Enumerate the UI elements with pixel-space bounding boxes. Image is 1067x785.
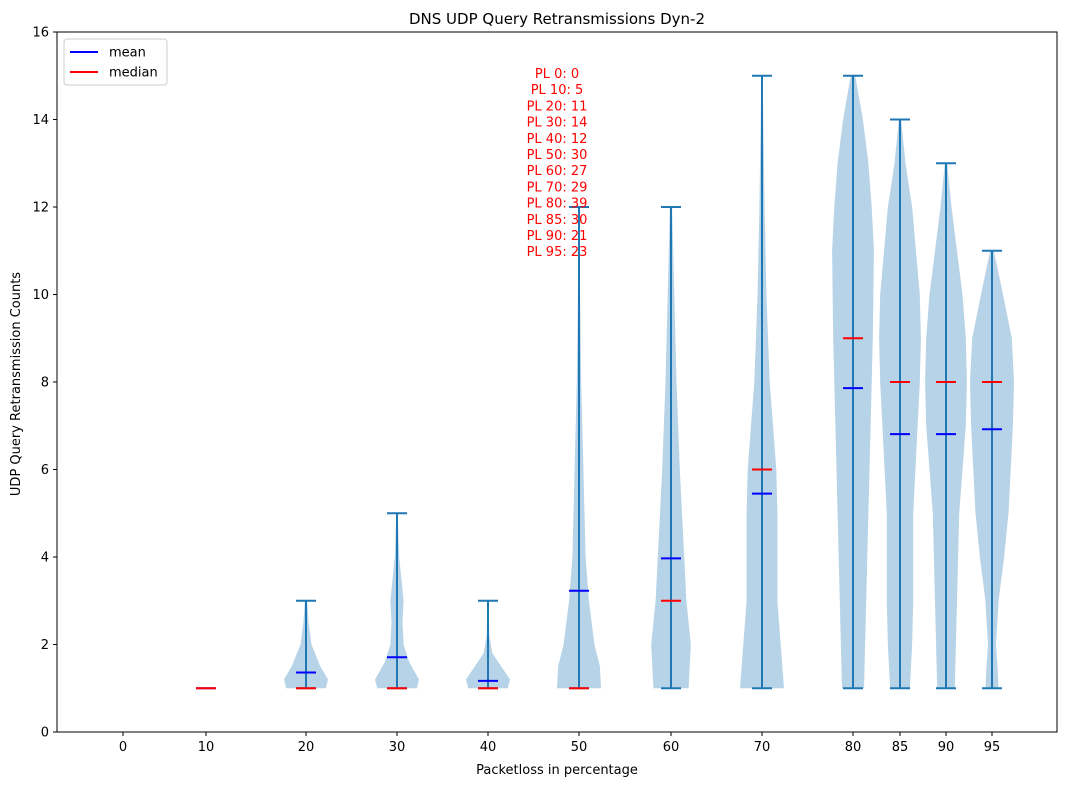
annotation-line: PL 95: 23 [527, 245, 588, 260]
y-tick-label: 6 [41, 463, 49, 478]
violin-80 [832, 74, 874, 690]
chart-title: DNS UDP Query Retransmissions Dyn-2 [409, 10, 705, 28]
violin-50 [557, 206, 601, 690]
annotation-line: PL 50: 30 [527, 148, 588, 163]
x-tick-label: 30 [389, 740, 406, 755]
legend: mean median [63, 38, 168, 86]
legend-box [63, 38, 168, 86]
y-axis-label: UDP Query Retransmission Counts [9, 272, 24, 496]
y-tick-label: 4 [41, 551, 49, 566]
x-tick-label: 20 [298, 740, 315, 755]
annotation-line: PL 90: 21 [527, 229, 588, 244]
y-tick-label: 0 [41, 726, 49, 741]
legend-median-label: median [109, 66, 158, 81]
y-tick-label: 12 [32, 201, 49, 216]
violin-group [196, 74, 1014, 690]
annotation-line: PL 60: 27 [527, 164, 588, 179]
violin-95 [970, 249, 1014, 690]
annotation-line: PL 0: 0 [535, 67, 579, 82]
x-tick-label: 50 [571, 740, 588, 755]
violin-30 [375, 512, 419, 690]
x-tick-label: 40 [480, 740, 497, 755]
y-tick-label: 16 [32, 26, 49, 41]
annotation-line: PL 85: 30 [527, 213, 588, 228]
x-axis-label: Packetloss in percentage [476, 763, 638, 778]
violin-40 [466, 599, 510, 690]
x-tick-label: 60 [663, 740, 680, 755]
legend-mean-label: mean [109, 46, 146, 61]
annotation-line: PL 80: 39 [527, 197, 588, 212]
annotation-line: PL 20: 11 [527, 99, 588, 114]
violin-20 [284, 599, 328, 690]
x-tick-label: 80 [845, 740, 862, 755]
x-tick-label: 0 [119, 740, 127, 755]
violin-70 [740, 74, 784, 690]
violin-85 [879, 118, 921, 690]
axes: 0 2 4 6 8 10 12 14 16 0 10 20 30 40 50 60 70 80 85 90 95 [32, 26, 1058, 755]
violin-60 [651, 206, 691, 690]
annotation-line: PL 30: 14 [527, 116, 588, 131]
x-tick-label: 85 [892, 740, 909, 755]
y-tick-label: 2 [41, 638, 49, 653]
annotation-line: PL 40: 12 [527, 132, 588, 147]
x-tick-label: 70 [754, 740, 771, 755]
annotation-line: PL 70: 29 [527, 180, 588, 195]
violin-90 [925, 162, 967, 690]
y-tick-label: 14 [32, 113, 49, 128]
x-tick-label: 95 [984, 740, 1001, 755]
annotation-line: PL 10: 5 [531, 83, 584, 98]
x-tick-label: 90 [938, 740, 955, 755]
y-tick-label: 8 [41, 376, 49, 391]
x-tick-label: 10 [198, 740, 215, 755]
y-tick-label: 10 [32, 288, 49, 303]
